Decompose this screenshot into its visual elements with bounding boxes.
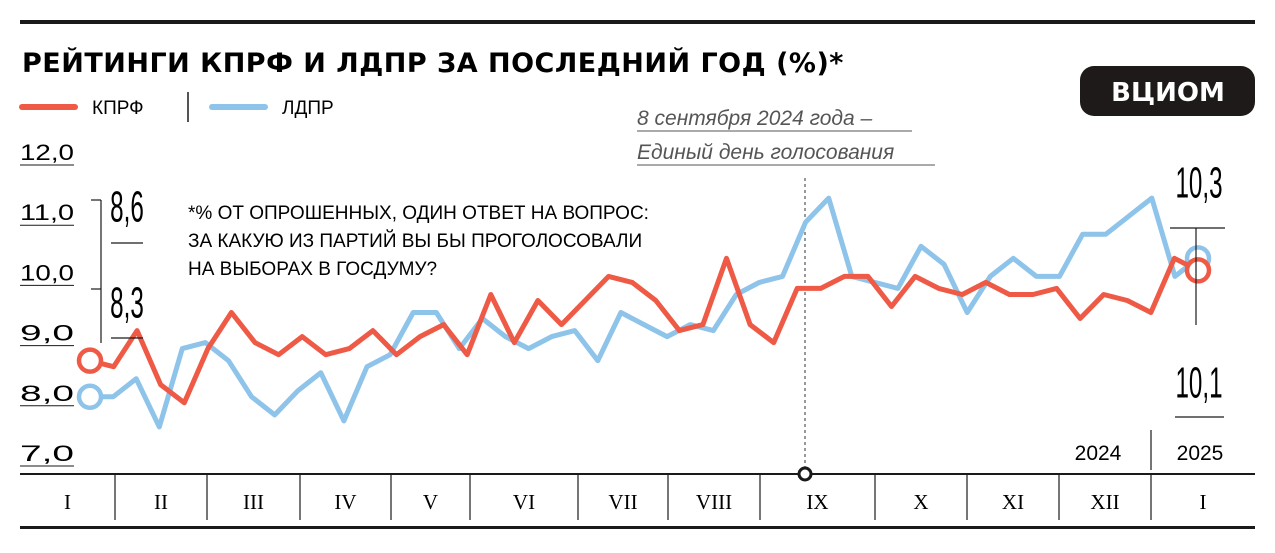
end-label-kprf: 10,1 — [1175, 358, 1222, 408]
y-tick-label: 7,0 — [20, 441, 74, 466]
end-marker-0 — [1184, 257, 1212, 284]
footnote-line-1: *% ОТ ОПРОШЕННЫХ, ОДИН ОТВЕТ НА ВОПРОС: — [188, 203, 649, 224]
start-marker-0 — [76, 347, 104, 374]
legend-kprf-label: КПРФ — [92, 98, 144, 119]
top-rule — [20, 20, 1255, 24]
end-labels: 10,3 10,1 — [1170, 158, 1225, 418]
source-label: ВЦИОМ — [1111, 78, 1225, 108]
month-label: XI — [1002, 490, 1024, 514]
month-label: III — [243, 490, 264, 514]
source-badge — [1080, 66, 1255, 116]
start-labels: 8,6 8,3 — [91, 182, 144, 343]
month-label: VIII — [696, 490, 732, 514]
y-tick-label: 11,0 — [20, 200, 74, 225]
start-label-ldpr: 8,3 — [110, 278, 144, 328]
start-marker-1 — [76, 383, 104, 411]
y-tick-label: 9,0 — [20, 321, 74, 346]
month-label: XII — [1090, 490, 1119, 514]
month-label: IX — [806, 490, 828, 514]
month-axis: I II III IV V VI VII VIII IX X XI XII I — [64, 474, 1207, 520]
footnote-line-3: НА ВЫБОРАХ В ГОСДУМУ? — [188, 259, 437, 280]
election-marker-dot — [797, 466, 813, 482]
end-label-ldpr: 10,3 — [1175, 158, 1222, 208]
legend-ldpr-label: ЛДПР — [282, 98, 334, 119]
month-label: VI — [513, 490, 535, 514]
month-label: IV — [334, 490, 356, 514]
month-label: X — [913, 490, 928, 514]
series-line-0 — [87, 255, 1201, 406]
month-label: V — [423, 490, 438, 514]
year-2025: 2025 — [1177, 442, 1224, 465]
annotation-line-2: Единый день голосования — [637, 141, 894, 164]
bottom-rule — [20, 526, 1255, 529]
chart-title: РЕЙТИНГИ КПРФ И ЛДПР ЗА ПОСЛЕДНИЙ ГОД (%… — [22, 47, 844, 79]
month-label: I — [64, 490, 71, 514]
series-line-1 — [87, 195, 1201, 430]
y-tick-label: 10,0 — [20, 260, 74, 285]
y-tick-label: 12,0 — [20, 140, 74, 165]
month-label: I — [1200, 490, 1207, 514]
month-label: II — [154, 490, 168, 514]
year-2024: 2024 — [1075, 442, 1122, 465]
start-label-kprf: 8,6 — [110, 182, 144, 232]
footnote-line-2: ЗА КАКУЮ ИЗ ПАРТИЙ ВЫ БЫ ПРОГОЛОСОВАЛИ — [188, 230, 642, 252]
month-label: VII — [608, 490, 637, 514]
series-layer — [76, 195, 1212, 430]
y-tick-label: 8,0 — [20, 381, 74, 406]
annotation-line-1: 8 сентября 2024 года – — [637, 107, 873, 130]
y-axis: 12,0 11,0 10,0 9,0 8,0 7,0 — [20, 140, 74, 467]
